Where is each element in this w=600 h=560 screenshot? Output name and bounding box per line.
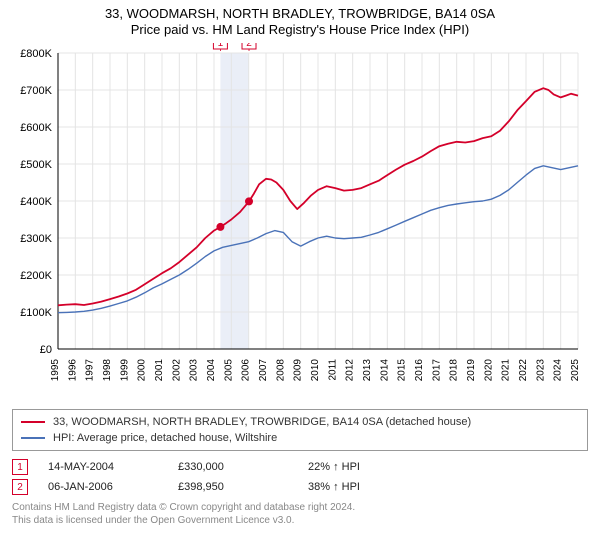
svg-text:2005: 2005: [223, 359, 234, 382]
svg-text:2007: 2007: [258, 359, 269, 382]
sale-point-row: 1 14-MAY-2004£330,00022% ↑ HPI: [12, 457, 588, 477]
legend-row: HPI: Average price, detached house, Wilt…: [21, 430, 579, 446]
svg-text:2016: 2016: [414, 359, 425, 382]
svg-text:2: 2: [246, 43, 252, 49]
svg-text:1: 1: [218, 43, 224, 49]
sale-point-price: £330,000: [178, 461, 308, 473]
svg-text:2018: 2018: [449, 359, 460, 382]
legend: 33, WOODMARSH, NORTH BRADLEY, TROWBRIDGE…: [12, 409, 588, 451]
svg-text:2008: 2008: [275, 359, 286, 382]
svg-text:2019: 2019: [466, 359, 477, 382]
chart-area: £0 £100K £200K £300K £400K £500K £600K £700K £80…: [12, 43, 588, 403]
sale-point-price: £398,950: [178, 481, 308, 493]
legend-label: HPI: Average price, detached house, Wilt…: [53, 432, 277, 444]
svg-text:2017: 2017: [431, 359, 442, 382]
svg-text:£400K: £400K: [20, 196, 52, 208]
svg-text:1998: 1998: [102, 359, 113, 382]
sale-points-table: 1 14-MAY-2004£330,00022% ↑ HPI 2 06-JAN-200…: [12, 457, 588, 497]
svg-text:2011: 2011: [327, 359, 338, 381]
svg-text:£0: £0: [40, 344, 52, 356]
svg-text:1995: 1995: [50, 359, 61, 382]
svg-text:2020: 2020: [483, 359, 494, 382]
chart-subtitle: Price paid vs. HM Land Registry's House …: [12, 22, 588, 37]
svg-text:£600K: £600K: [20, 122, 52, 134]
svg-text:2021: 2021: [501, 359, 512, 382]
sale-point-date: 14-MAY-2004: [48, 461, 178, 473]
svg-text:2013: 2013: [362, 359, 373, 382]
svg-text:2004: 2004: [206, 359, 217, 382]
sale-point-row: 2 06-JAN-2006£398,95038% ↑ HPI: [12, 477, 588, 497]
svg-text:£700K: £700K: [20, 85, 52, 97]
svg-text:2000: 2000: [137, 359, 148, 382]
svg-text:£100K: £100K: [20, 307, 52, 319]
sale-point-marker: 2: [12, 479, 28, 495]
sale-point-vs-hpi: 38% ↑ HPI: [308, 481, 438, 493]
sale-point-date: 06-JAN-2006: [48, 481, 178, 493]
chart-title: 33, WOODMARSH, NORTH BRADLEY, TROWBRIDGE…: [12, 6, 588, 21]
footer-attribution: Contains HM Land Registry data © Crown c…: [12, 501, 588, 527]
svg-text:2015: 2015: [397, 359, 408, 382]
sale-point-marker: 1: [12, 459, 28, 475]
svg-text:2014: 2014: [379, 359, 390, 382]
svg-text:1997: 1997: [85, 359, 96, 382]
svg-text:2023: 2023: [535, 359, 546, 382]
svg-text:£300K: £300K: [20, 233, 52, 245]
svg-text:£800K: £800K: [20, 48, 52, 60]
svg-text:2025: 2025: [570, 359, 581, 382]
svg-text:2010: 2010: [310, 359, 321, 382]
svg-text:2003: 2003: [189, 359, 200, 382]
legend-swatch: [21, 421, 45, 423]
svg-text:2012: 2012: [345, 359, 356, 382]
svg-text:2002: 2002: [171, 359, 182, 382]
svg-text:1996: 1996: [67, 359, 78, 382]
svg-text:2022: 2022: [518, 359, 529, 382]
svg-text:2006: 2006: [241, 359, 252, 382]
svg-text:£500K: £500K: [20, 159, 52, 171]
legend-swatch: [21, 437, 45, 439]
legend-row: 33, WOODMARSH, NORTH BRADLEY, TROWBRIDGE…: [21, 414, 579, 430]
sale-point-vs-hpi: 22% ↑ HPI: [308, 461, 438, 473]
svg-text:2001: 2001: [154, 359, 165, 382]
footer-line-2: This data is licensed under the Open Gov…: [12, 514, 588, 527]
footer-line-1: Contains HM Land Registry data © Crown c…: [12, 501, 588, 514]
svg-text:2024: 2024: [553, 359, 564, 382]
svg-text:£200K: £200K: [20, 270, 52, 282]
svg-text:2009: 2009: [293, 359, 304, 382]
legend-label: 33, WOODMARSH, NORTH BRADLEY, TROWBRIDGE…: [53, 416, 471, 428]
svg-text:1999: 1999: [119, 359, 130, 382]
chart-svg: £0 £100K £200K £300K £400K £500K £600K £700K £80…: [12, 43, 588, 403]
